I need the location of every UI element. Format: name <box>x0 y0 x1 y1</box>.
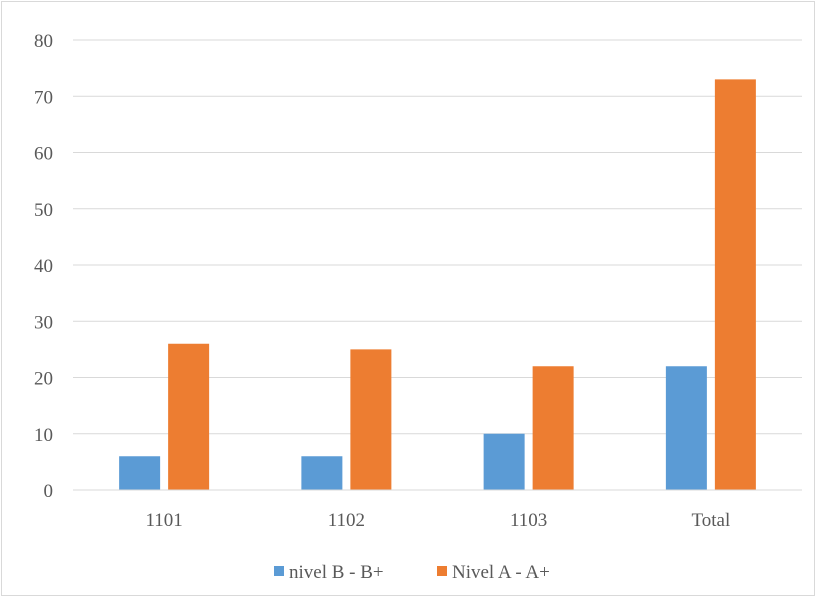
bar-nivel-b-1102 <box>301 456 343 490</box>
x-tick-label: 1102 <box>328 510 365 531</box>
bars <box>119 79 756 490</box>
x-tick-label: Total <box>691 510 730 531</box>
y-tick-label: 50 <box>34 200 53 221</box>
legend-label: Nivel A - A+ <box>452 562 550 583</box>
bar-nivel-a-total <box>714 79 756 490</box>
y-tick-label: 0 <box>44 481 54 502</box>
bar-nivel-b-1103 <box>483 433 525 490</box>
y-tick-label: 60 <box>34 144 53 165</box>
x-axis-ticks: 1101 1102 1103 Total <box>145 510 730 531</box>
bar-nivel-b-total <box>665 366 707 490</box>
y-tick-label: 70 <box>34 87 53 108</box>
y-tick-label: 10 <box>34 425 53 446</box>
y-tick-label: 30 <box>34 312 53 333</box>
y-tick-label: 20 <box>34 369 53 390</box>
bar-nivel-b-1101 <box>119 456 161 490</box>
y-tick-label: 40 <box>34 256 53 277</box>
x-tick-label: 1103 <box>510 510 547 531</box>
bar-nivel-a-1103 <box>532 366 574 490</box>
legend: nivel B - B+ Nivel A - A+ <box>274 562 550 583</box>
bar-nivel-a-1102 <box>350 349 392 490</box>
legend-label: nivel B - B+ <box>289 562 384 583</box>
y-axis-ticks: 0 10 20 30 40 50 60 70 80 <box>34 31 53 502</box>
legend-swatch <box>274 566 284 576</box>
legend-swatch <box>437 566 447 576</box>
x-tick-label: 1101 <box>145 510 182 531</box>
bar-nivel-a-1101 <box>168 343 210 490</box>
y-tick-label: 80 <box>34 31 53 52</box>
